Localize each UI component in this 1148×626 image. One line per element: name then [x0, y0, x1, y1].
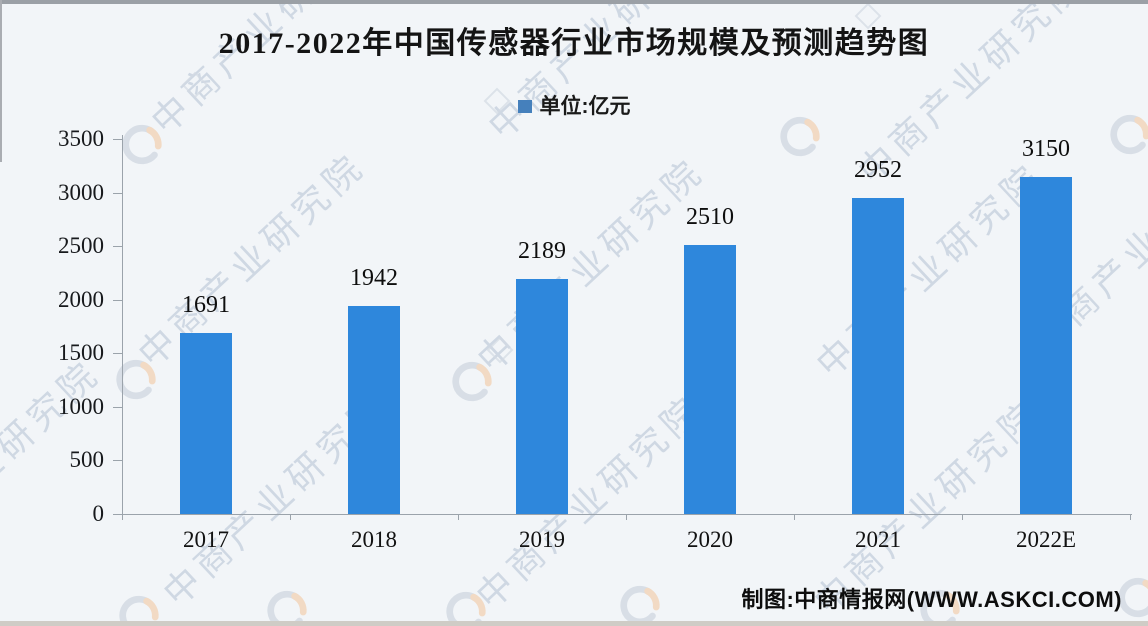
y-axis-line [122, 135, 123, 515]
y-axis-tick-label: 500 [69, 447, 105, 473]
chart-legend: 单位:亿元 [0, 90, 1148, 120]
x-axis-label: 2020 [687, 527, 733, 552]
x-axis-label: 2021 [855, 527, 901, 552]
y-axis-tick [113, 460, 122, 462]
y-axis-tick [113, 192, 122, 194]
bar-2019 [516, 279, 568, 514]
x-axis-label: 2018 [351, 527, 397, 552]
bar-value-label: 2189 [518, 238, 566, 265]
source-credit: 制图:中商情报网(WWW.ASKCI.COM) [741, 587, 1122, 612]
bottom-edge-artifact [0, 621, 1148, 626]
bar-2021 [852, 197, 904, 514]
x-axis-line [113, 514, 1132, 515]
top-edge-artifact [0, 0, 1148, 4]
askci-swirl-logo-watermark-icon [119, 122, 165, 173]
x-axis-label: 2017 [183, 527, 229, 552]
y-axis-tick-label: 2000 [58, 286, 104, 312]
bar-value-label: 2510 [686, 204, 734, 231]
bar-2022E [1020, 176, 1072, 514]
askci-swirl-logo-watermark-icon [113, 357, 159, 408]
bar-2017 [180, 332, 232, 514]
x-axis-tick [1130, 514, 1131, 520]
askci-swirl-logo-watermark-icon [617, 583, 663, 626]
y-axis-tick-label: 3000 [58, 179, 104, 205]
x-axis-tick [458, 514, 459, 520]
y-axis-tick [113, 406, 122, 408]
y-axis-tick-label: 1500 [58, 340, 104, 366]
askci-swirl-logo-watermark-icon [1115, 575, 1148, 626]
y-axis-tick-label: 1000 [58, 393, 104, 419]
x-axis-label: 2019 [519, 527, 565, 552]
bar-value-label: 1942 [350, 264, 398, 291]
y-axis-tick-label: 0 [92, 501, 105, 526]
y-axis-tick-label: 2500 [58, 233, 104, 259]
chart-title: 2017-2022年中国传感器行业市场规模及预测趋势图 [218, 27, 930, 60]
x-axis-label: 2022E [1015, 527, 1077, 552]
y-axis-tick [113, 299, 122, 301]
y-axis-tick [113, 139, 122, 140]
x-axis-tick [794, 514, 795, 520]
bar-2018 [348, 305, 400, 514]
askci-swirl-logo-watermark-icon [1107, 112, 1148, 163]
bar-value-label: 3150 [1022, 135, 1070, 162]
bar-value-label: 1691 [182, 291, 230, 318]
askci-swirl-logo-watermark-icon [449, 359, 495, 410]
y-axis-tick [113, 246, 122, 248]
legend-marker-icon [517, 99, 532, 113]
bar-2020 [684, 245, 736, 514]
x-axis-tick [290, 514, 291, 520]
left-edge-artifact [0, 0, 2, 162]
legend-unit-label: 单位:亿元 [539, 95, 631, 118]
x-axis-tick [962, 514, 963, 520]
askci-swirl-logo-watermark-icon [777, 114, 823, 165]
x-axis-tick [626, 514, 627, 520]
x-axis-tick [122, 514, 123, 520]
y-axis-tick-label: 3500 [58, 126, 104, 151]
y-axis-tick [113, 353, 122, 355]
bar-value-label: 2952 [854, 156, 902, 183]
